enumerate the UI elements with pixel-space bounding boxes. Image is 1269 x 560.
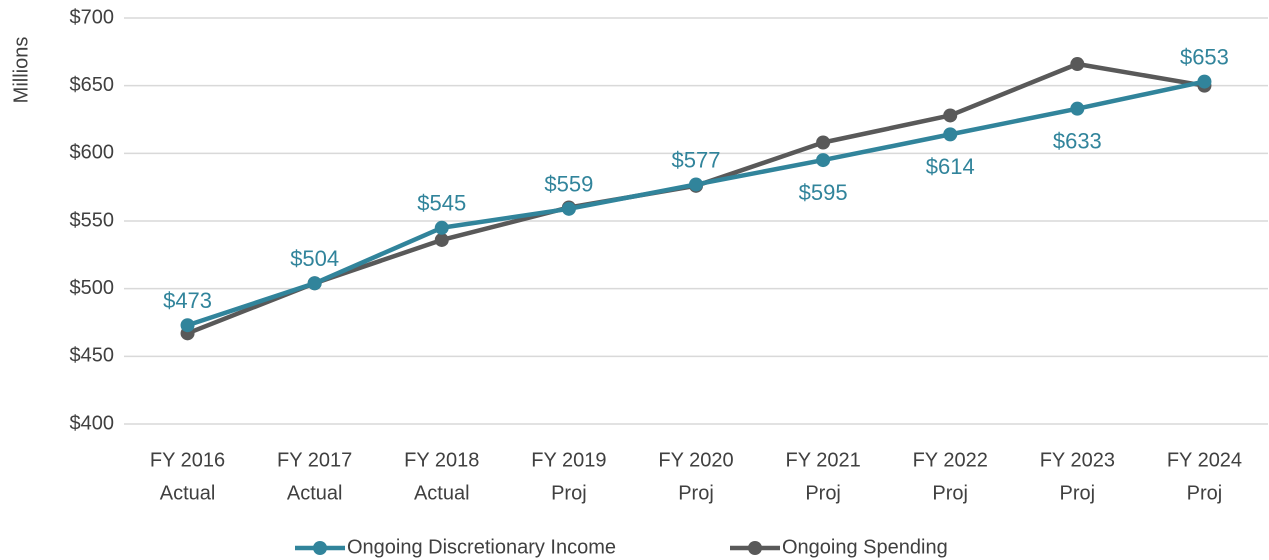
y-tick-label: $500 [70,277,115,299]
point [1197,74,1212,89]
point [689,177,703,192]
legend-marker [748,541,762,555]
y-tick-label: $550 [70,209,115,231]
x-tick-label: FY 2017 [277,449,352,471]
x-tick-label: Actual [160,482,216,504]
data-label: $653 [1180,44,1229,69]
point [180,318,195,333]
data-label: $473 [163,288,212,313]
x-tick-label: FY 2020 [658,449,733,471]
data-label: $504 [290,246,339,271]
data-label: $595 [799,180,848,205]
point [943,108,958,123]
point [943,127,958,142]
point [307,276,322,291]
x-tick-label: Proj [551,482,587,504]
x-tick-label: Proj [1187,482,1223,504]
point [434,232,449,247]
x-tick-label: Proj [678,482,714,504]
y-tick-label: $600 [70,142,115,164]
point [1070,101,1085,116]
y-tick-label: $450 [70,345,115,367]
data-label: $545 [417,191,466,216]
data-label: $577 [672,147,721,172]
x-tick-label: FY 2023 [1040,449,1115,471]
x-tick-label: FY 2024 [1167,449,1242,471]
x-tick-label: FY 2021 [785,449,860,471]
x-tick-label: FY 2018 [404,449,479,471]
legend-label: Ongoing Discretionary Income [347,536,616,558]
data-label: $633 [1053,128,1102,153]
x-tick-label: Actual [414,482,470,504]
x-tick-label: Actual [287,482,343,504]
y-tick-label: $400 [70,412,115,434]
point [1070,57,1085,72]
x-tick-label: Proj [932,482,968,504]
legend-label: Ongoing Spending [782,536,948,558]
point [434,220,449,235]
point [816,135,831,150]
y-tick-label: $700 [70,6,115,28]
x-tick-label: FY 2016 [150,449,225,471]
x-tick-label: FY 2022 [913,449,988,471]
x-tick-label: Proj [1060,482,1096,504]
y-tick-label: $650 [70,74,115,96]
y-axis-label: Millions [10,37,32,104]
point [816,153,831,168]
data-label: $559 [544,172,593,197]
series-line [186,61,1205,336]
x-tick-label: FY 2019 [531,449,606,471]
x-tick-label: Proj [805,482,841,504]
legend-marker [313,541,327,555]
data-label: $614 [926,154,975,179]
point [561,201,576,216]
